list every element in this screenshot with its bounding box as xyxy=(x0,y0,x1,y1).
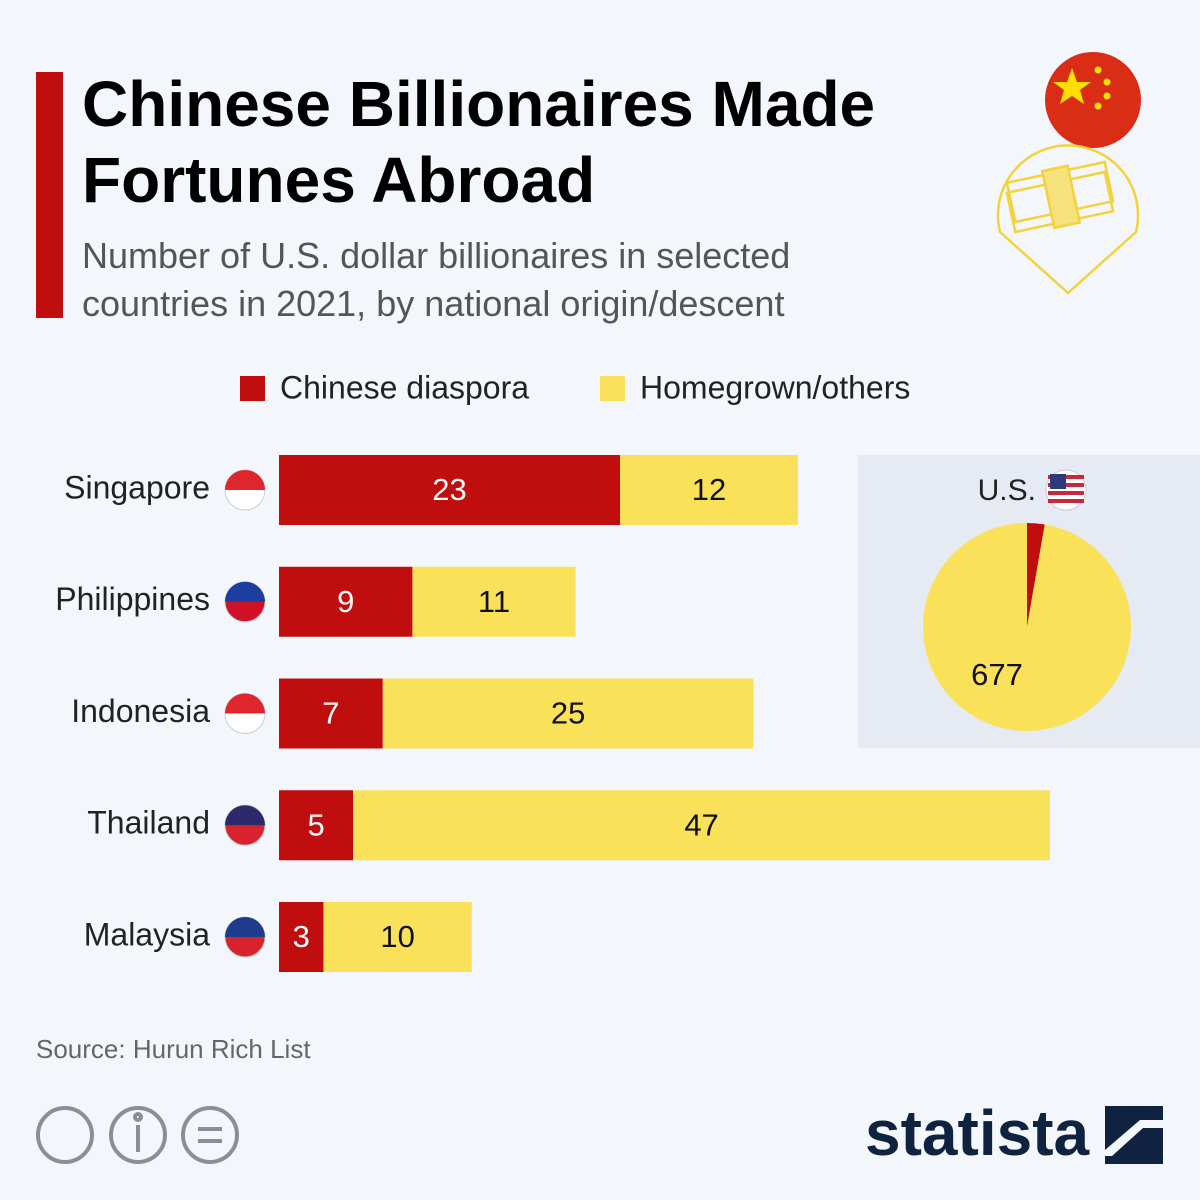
pie-title: U.S. xyxy=(978,474,1036,507)
title: Chinese Billionaires Made Fortunes Abroa… xyxy=(82,68,876,216)
subtitle: Number of U.S. dollar billionaires in se… xyxy=(82,235,791,324)
legend-label: Chinese diaspora xyxy=(280,369,529,405)
bar-segment xyxy=(382,678,754,749)
brand-logo xyxy=(1105,1106,1163,1164)
value-label: 10 xyxy=(380,919,414,954)
source: Source: Hurun Rich List xyxy=(36,1034,311,1064)
value-label: 3 xyxy=(293,919,310,954)
pie-value-label: 677 xyxy=(971,657,1023,692)
bar-segment xyxy=(279,678,383,749)
pie-slice xyxy=(922,523,1131,731)
pie-slice xyxy=(1027,523,1045,627)
category-label: Singapore xyxy=(64,469,210,505)
flag-icon xyxy=(225,581,265,602)
bar-segment xyxy=(279,902,324,972)
flag-icon xyxy=(225,805,265,826)
accent-bar xyxy=(36,72,63,318)
flag-icon xyxy=(225,917,265,937)
bar-segment xyxy=(279,790,354,861)
value-label: 11 xyxy=(478,584,510,619)
bar-segment xyxy=(279,566,413,637)
flag-icon xyxy=(225,470,265,490)
value-label: 12 xyxy=(692,472,726,507)
value-label: 25 xyxy=(551,696,585,731)
bar-segment xyxy=(412,566,576,637)
category-label: Thailand xyxy=(87,805,210,841)
flag-icon xyxy=(1050,474,1066,489)
flag-icon xyxy=(1048,491,1084,495)
flag-icon xyxy=(225,693,265,714)
brand: statista xyxy=(865,1097,1090,1169)
value-label: 5 xyxy=(307,807,324,842)
bar-segment xyxy=(279,455,621,525)
license-icons xyxy=(36,1106,239,1164)
value-label: 47 xyxy=(684,807,718,842)
value-label: 23 xyxy=(432,472,466,507)
value-label: 7 xyxy=(322,696,339,731)
bar-segment xyxy=(353,790,1050,861)
bar-segment xyxy=(323,902,472,972)
legend-label: Homegrown/others xyxy=(640,369,910,405)
legend-swatch xyxy=(240,376,265,401)
flag-icon xyxy=(1048,499,1084,503)
category-label: Malaysia xyxy=(84,916,210,952)
category-label: Indonesia xyxy=(71,693,210,729)
value-label: 9 xyxy=(337,584,354,619)
legend-swatch xyxy=(600,376,625,401)
china-flag-icon xyxy=(1045,52,1141,148)
category-label: Philippines xyxy=(55,581,210,617)
money-pin-icon xyxy=(996,144,1140,295)
bar-segment xyxy=(620,455,798,525)
